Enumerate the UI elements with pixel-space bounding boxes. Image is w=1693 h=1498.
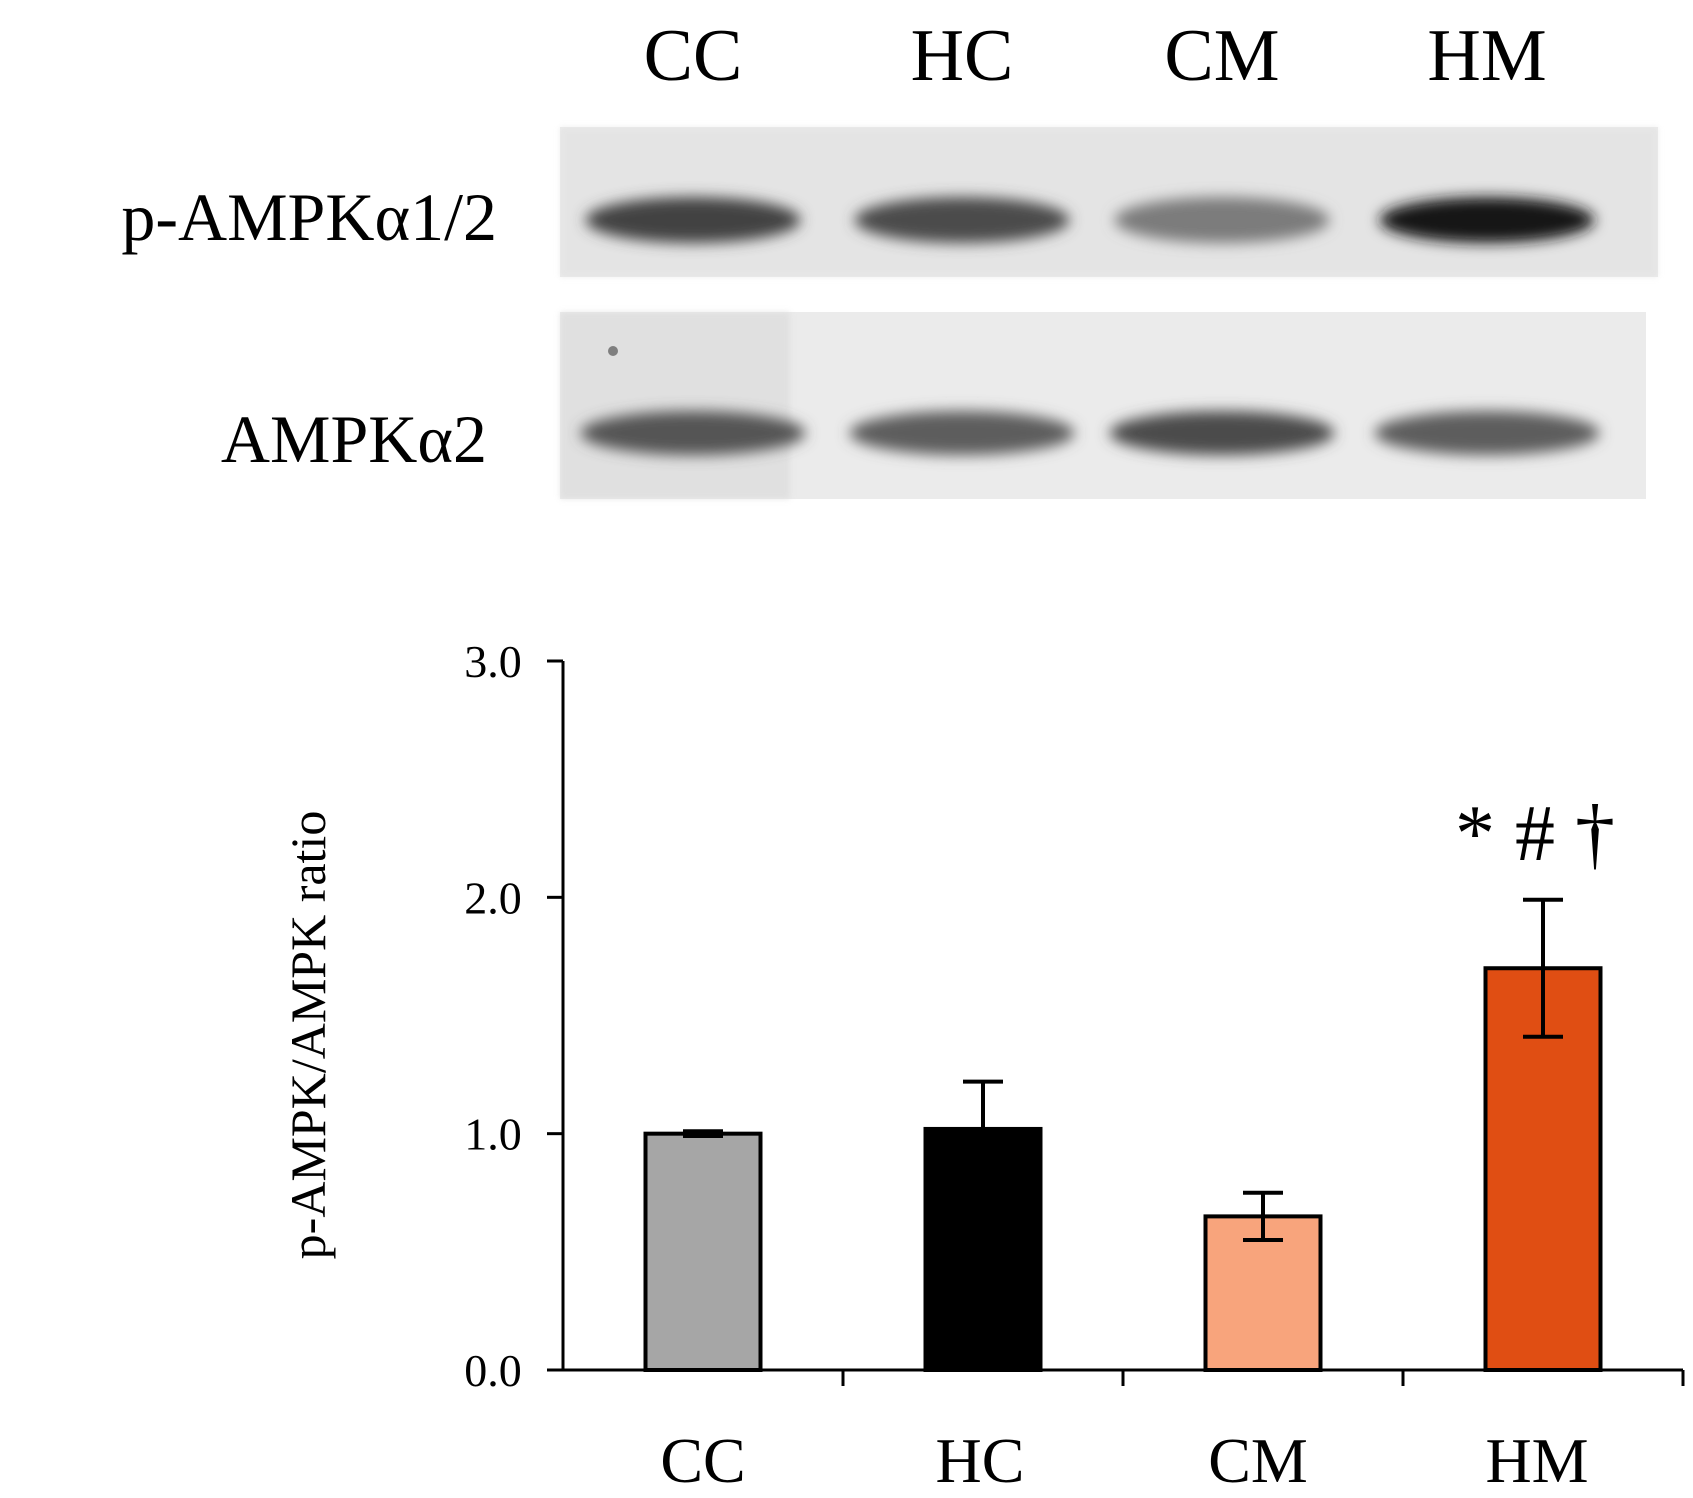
blot-band-p-ampk-cm [1114,197,1330,243]
x-tick-label-cc: CC [660,1425,745,1496]
bar-hc [923,1126,1043,1372]
blot-lane-label-hm: HM [1427,15,1546,97]
x-tick-label-cm: CM [1208,1425,1308,1496]
significance-annotation: * # † [1455,790,1615,878]
x-axis-ticks [841,1370,1685,1386]
blot-band-ampk-cm [1109,411,1335,455]
blot-band-p-ampk-hm [1379,197,1595,243]
blot-row-label-p-ampk: p-AMPKα1/2 [121,179,497,255]
blot-lane-label-cm: CM [1164,15,1279,97]
bar-cc [643,1131,763,1372]
blot-band-p-ampk-cc [585,197,801,243]
x-tick-label-hm: HM [1485,1425,1588,1496]
y-tick-label: 2.0 [464,872,522,923]
x-tick-label-hc: HC [936,1425,1025,1496]
western-blot: CC HC CM HM p-AMPKα1/2 AMPKα2 [121,15,1658,499]
y-tick-label: 1.0 [464,1109,522,1160]
blot-strip-p-ampk [560,127,1658,277]
bar-chart: p-AMPK/AMPK ratio 0.01.02.03.0 CC HC CM … [280,636,1685,1496]
bars [643,966,1603,1372]
blot-band-ampk-hm [1374,411,1600,455]
y-axis-ticks: 0.0 1.0 2.0 3.0 [464,636,563,1396]
error-bars [683,897,1563,1243]
y-tick-label: 0.0 [464,1345,522,1396]
blot-band-p-ampk-hc [854,197,1070,243]
y-tick-label: 3.0 [464,636,522,687]
blot-lane-label-cc: CC [644,15,743,97]
blot-strip-ampk [560,312,1646,499]
blot-lane-label-hc: HC [911,15,1014,97]
blot-band-ampk-cc [580,411,806,455]
blot-row-label-ampk: AMPKα2 [221,401,487,477]
y-axis-title: p-AMPK/AMPK ratio [280,811,336,1260]
blot-band-ampk-hc [849,411,1075,455]
